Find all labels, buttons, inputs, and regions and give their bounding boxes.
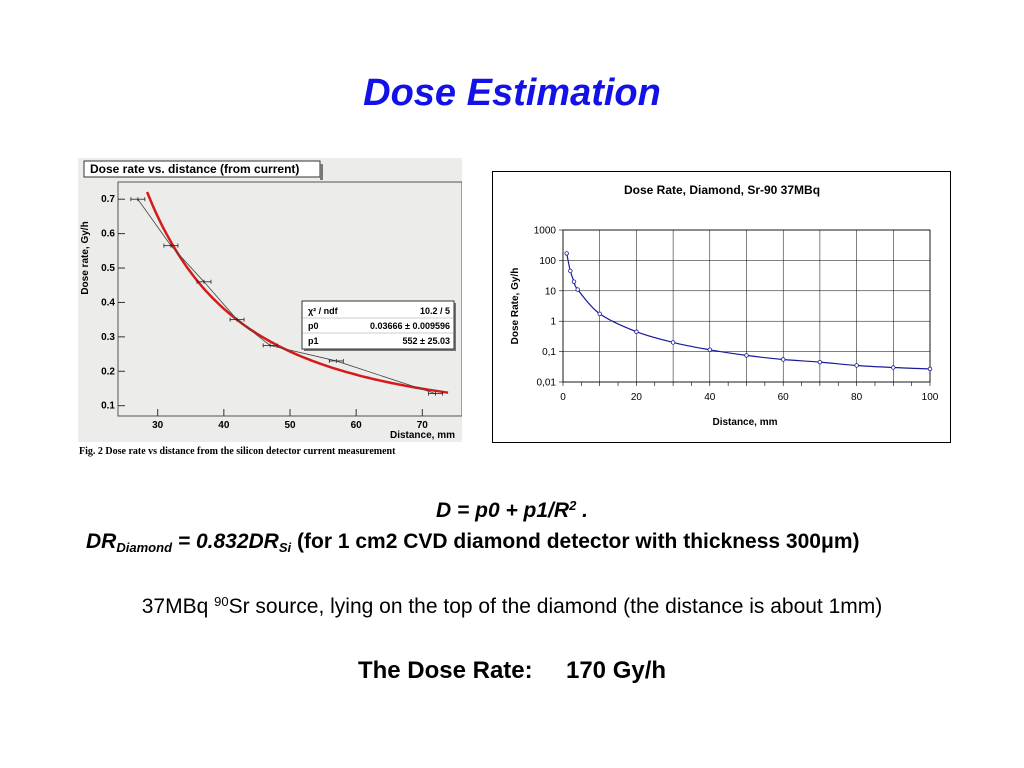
- diamond-series-marker: [634, 329, 639, 334]
- diamond-series-markers-layer: [564, 251, 933, 372]
- data-point: [262, 343, 278, 348]
- diamond-series-marker: [564, 251, 569, 256]
- diamond-series-marker: [670, 340, 676, 345]
- diamond-chart-y-tick-label: 0,1: [542, 347, 556, 358]
- fit-plot-y-tick-label: 0.5: [101, 263, 115, 274]
- fit-plot-title: Dose rate vs. distance (from current): [90, 162, 299, 176]
- fit-stat-value: 10.2 / 5: [420, 306, 450, 316]
- dr-note-unit: m): [833, 530, 860, 553]
- diamond-dose-chart: Dose Rate, Diamond, Sr-90 37MBq 0 20 40 60 8…: [492, 171, 951, 443]
- formula-main: D = p0 + p1/R: [436, 499, 570, 523]
- fit-plot-frame: [117, 181, 462, 417]
- data-point: [328, 358, 344, 363]
- fit-stat-name: χ² / ndf: [308, 306, 339, 316]
- fit-plot-x-tick-label: 60: [351, 420, 363, 431]
- diamond-chart-y-tick-label: 10: [545, 286, 557, 297]
- dose-rate-label: The Dose Rate:: [357, 657, 533, 684]
- fit-plot-axes: 30 40 50 60 70 0.1 0.2 0.3 0.4 0.5 0.6 0.7: [101, 194, 428, 431]
- slide-title: Dose Estimation: [363, 72, 661, 114]
- diamond-chart-axes: 0 20 40 60 80 100 0,01 0,1 1 10 100 1000: [534, 226, 939, 404]
- diamond-chart-y-axis-label: Dose Rate, Gy/h: [510, 268, 521, 345]
- data-point: [196, 279, 212, 284]
- source-description: 37MBq 90Sr source, lying on the top of t…: [0, 594, 1024, 619]
- fit-plot-y-tick-label: 0.2: [101, 366, 115, 377]
- micro-symbol: μ: [820, 530, 834, 553]
- diamond-series-marker: [744, 353, 749, 358]
- fit-plot-y-tick-label: 0.1: [101, 401, 115, 412]
- diamond-chart-y-tick-label: 100: [539, 256, 556, 267]
- diamond-chart-x-tick-label: 40: [704, 392, 716, 403]
- diamond-chart-x-tick-label: 60: [778, 392, 790, 403]
- fit-stat-name: p0: [308, 321, 319, 331]
- diamond-series-marker: [575, 287, 580, 292]
- fit-stat-value: 552 ± 25.03: [403, 336, 450, 346]
- fit-stat-value: 0.03666 ± 0.009596: [370, 321, 450, 331]
- fit-plot-x-tick-label: 40: [218, 420, 230, 431]
- dose-ratio-relation: DRDiamond = 0.832DRSi (for 1 cm2 CVD dia…: [86, 530, 860, 555]
- data-point: [130, 197, 146, 202]
- diamond-series-marker: [854, 363, 859, 368]
- diamond-chart-y-tick-label: 1000: [534, 226, 557, 237]
- fit-plot-title-shadow: [320, 164, 323, 180]
- fit-plot-y-tick-label: 0.3: [101, 332, 115, 343]
- dr-si-subscript: Si: [278, 539, 292, 555]
- diamond-series-marker: [707, 347, 712, 352]
- diamond-series-marker: [927, 366, 933, 372]
- fit-stat-name: p1: [308, 336, 319, 346]
- diamond-series-marker: [568, 268, 573, 274]
- fit-plot-caption: Fig. 2 Dose rate vs distance from the si…: [79, 446, 396, 457]
- fit-plot-x-tick-label: 70: [417, 420, 429, 431]
- diamond-chart-x-tick-label: 0: [560, 392, 566, 403]
- fit-plot-y-tick-label: 0.4: [101, 297, 115, 308]
- source-activity: 37MBq: [141, 595, 215, 619]
- fit-plot-y-tick-label: 0.7: [101, 194, 115, 205]
- dose-rate-result: The Dose Rate: 170 Gy/h: [0, 657, 1024, 685]
- source-text: Sr source, lying on the top of the diamo…: [228, 595, 883, 619]
- dr-symbol: DR: [86, 530, 117, 553]
- diamond-series-marker: [817, 359, 823, 365]
- fit-plot-x-tick-label: 50: [284, 420, 296, 431]
- dr-equation: = 0.832DR: [172, 530, 279, 553]
- dose-rate-value: 170 Gy/h: [565, 657, 667, 684]
- diamond-chart-x-axis-label: Distance, mm: [712, 417, 777, 428]
- formula-tail: .: [576, 499, 588, 523]
- diamond-series-marker: [571, 279, 577, 284]
- diamond-chart-y-tick-label: 0,01: [537, 378, 557, 389]
- fit-formula: D = p0 + p1/R2 .: [0, 498, 1024, 523]
- diamond-chart-border: [492, 171, 951, 443]
- fit-plot-x-tick-label: 30: [152, 420, 164, 431]
- diamond-chart-x-tick-label: 100: [922, 392, 939, 403]
- diamond-chart-x-tick-label: 20: [631, 392, 643, 403]
- diamond-chart-x-tick-label: 80: [851, 392, 863, 403]
- diamond-series-marker: [781, 357, 786, 362]
- fit-plot-x-axis-label: Distance, mm: [390, 430, 455, 441]
- fit-stats-box: χ² / ndf 10.2 / 5 p0 0.03666 ± 0.009596 p1 55…: [301, 300, 456, 351]
- data-point: [163, 243, 179, 248]
- fit-plot-y-tick-label: 0.6: [101, 229, 115, 240]
- isotope-mass-number: 90: [214, 594, 229, 609]
- dr-note: (for 1 cm2 CVD diamond detector with thi…: [291, 530, 821, 553]
- data-point: [229, 317, 245, 322]
- diamond-chart-y-tick-label: 1: [550, 317, 556, 328]
- diamond-chart-title: Dose Rate, Diamond, Sr-90 37MBq: [624, 183, 820, 197]
- dr-diamond-subscript: Diamond: [116, 539, 173, 555]
- diamond-series-marker: [891, 365, 896, 370]
- data-points-layer: [130, 197, 443, 396]
- diamond-series-marker: [597, 311, 602, 317]
- formula-exponent: 2: [569, 498, 577, 513]
- data-point: [428, 391, 443, 396]
- fit-plot-y-axis-label: Dose rate, Gy/h: [80, 221, 91, 294]
- fit-plot-figure: Dose rate vs. distance (from current) 30…: [78, 158, 462, 457]
